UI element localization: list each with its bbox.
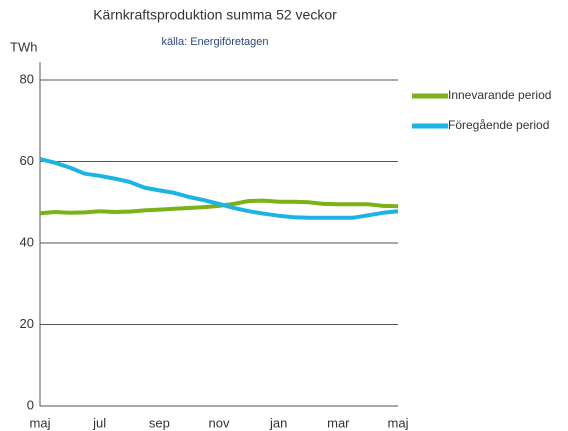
x-tick-label: mar	[327, 415, 350, 430]
y-tick-label: 60	[20, 153, 34, 168]
x-tick-label: maj	[388, 415, 409, 430]
chart-subtitle: källa: Energiföretagen	[161, 36, 268, 48]
x-tick-label: sep	[149, 415, 170, 430]
x-tick-label: maj	[30, 415, 51, 430]
y-tick-label: 80	[20, 71, 34, 86]
legend-label: Föregående period	[448, 118, 549, 132]
y-tick-label: 20	[20, 316, 34, 331]
y-tick-label: 40	[20, 234, 34, 249]
legend-label: Innevarande period	[448, 88, 551, 102]
y-axis-label: TWh	[10, 39, 37, 54]
x-tick-label: nov	[209, 415, 230, 430]
chart-title: Kärnkraftsproduktion summa 52 veckor	[93, 7, 337, 23]
x-tick-label: jul	[92, 415, 106, 430]
x-tick-label: jan	[269, 415, 287, 430]
series-line	[39, 157, 399, 220]
y-tick-label: 0	[27, 397, 34, 412]
